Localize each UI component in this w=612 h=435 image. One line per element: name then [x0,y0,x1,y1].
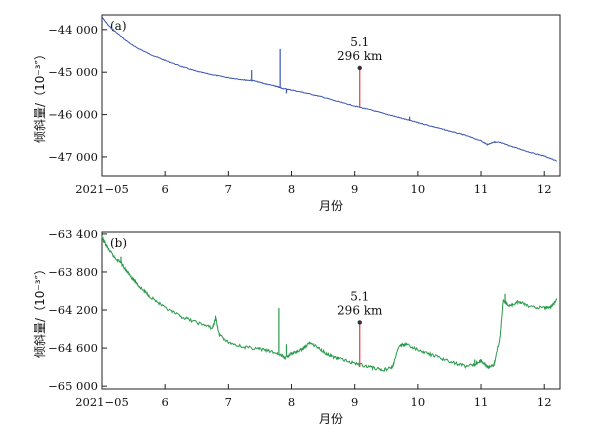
panel-b: (b) −63 400−63 800−64 200−64 600−65 000 … [33,227,561,426]
x-tick-label: 2021−05 [75,395,129,409]
x-tick-label: 11 [474,395,489,409]
series-line [101,236,558,372]
x-tick-label: 6 [162,182,169,196]
x-tick-label: 7 [225,395,232,409]
panel-a-x-axis-title: 月份 [319,199,343,213]
panel-b-label: (b) [110,236,127,250]
event-dot [357,320,362,325]
x-tick-label: 12 [537,182,552,196]
y-tick-label: −45 000 [48,65,98,79]
y-tick-label: −44 000 [48,23,98,37]
x-tick-label: 10 [411,182,426,196]
panel-a: (a) −44 000 −45 000 −46 000 −47 000 2021−05… [33,14,561,213]
y-tick-label: −63 400 [48,227,98,241]
panel-a-event-distance: 296 km [337,49,383,63]
panel-a-x-axis: 2021−05 6 7 8 9 10 11 12 [75,171,552,196]
panel-b-x-axis: 2021−05 6 7 8 9 10 11 12 [75,384,552,409]
x-tick-label: 9 [351,395,358,409]
panel-b-event-distance: 296 km [337,303,383,317]
x-tick-label: 12 [537,395,552,409]
panel-a-y-axis: −44 000 −45 000 −46 000 −47 000 [48,23,107,164]
panel-a-frame [101,14,561,177]
panel-a-y-axis-title: 倾斜量/（10⁻³″） [33,48,47,143]
panel-a-plot-area [101,16,557,162]
series-line [101,16,557,162]
panel-b-x-axis-title: 月份 [319,412,343,426]
y-tick-label: −65 000 [48,379,98,393]
panel-b-y-axis-title: 倾斜量/（10⁻³″） [33,263,47,358]
x-tick-label: 9 [351,182,358,196]
x-tick-label: 8 [288,182,295,196]
y-tick-label: −46 000 [48,108,98,122]
x-tick-label: 6 [162,395,169,409]
y-tick-label: −47 000 [48,150,98,164]
panel-b-event-magnitude: 5.1 [350,289,369,303]
event-dot [357,65,362,71]
x-tick-label: 10 [411,395,426,409]
x-tick-label: 8 [288,395,295,409]
panel-b-plot-area [101,236,558,372]
x-tick-label: 7 [225,182,232,196]
x-tick-label: 2021−05 [75,182,129,196]
panel-a-label: (a) [110,19,127,33]
y-tick-label: −63 800 [48,265,98,279]
panel-b-y-axis: −63 400 −63 800 −64 200 −64 600 −65 000 [48,227,107,393]
y-tick-label: −64 600 [48,341,98,355]
y-tick-label: −64 200 [48,303,98,317]
x-tick-label: 11 [474,182,489,196]
panel-a-event-magnitude: 5.1 [350,35,369,49]
